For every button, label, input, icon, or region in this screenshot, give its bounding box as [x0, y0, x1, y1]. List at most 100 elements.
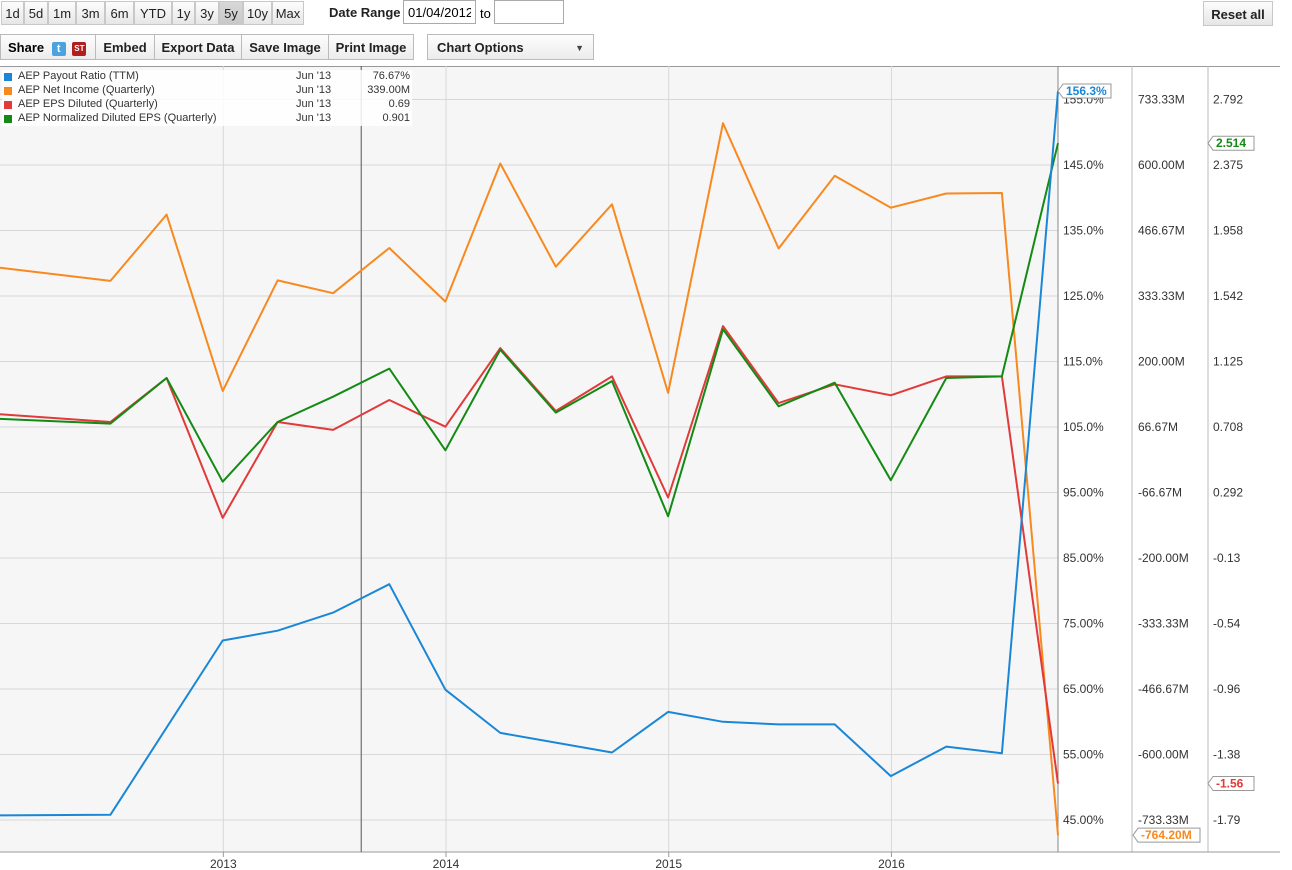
- legend-value: 339.00M: [367, 84, 410, 96]
- y-tick-label-percent: 85.00%: [1063, 551, 1104, 565]
- period-button-max[interactable]: Max: [272, 1, 304, 25]
- y-tick-label-eps: 1.958: [1213, 224, 1243, 238]
- y-tick-label-percent: 125.0%: [1063, 289, 1104, 303]
- series-line-1: [0, 122, 1059, 836]
- y-tick-label-net-income: 733.33M: [1138, 93, 1185, 107]
- date-range-label: Date Range: [329, 5, 401, 20]
- last-value-badge: [1207, 775, 1255, 791]
- y-tick-label-percent: 145.0%: [1063, 158, 1104, 172]
- y-tick-label-eps: 0.708: [1213, 420, 1243, 434]
- legend-value: 0.69: [388, 98, 410, 110]
- embed-button[interactable]: Embed: [95, 34, 155, 60]
- x-tick-label: 2014: [433, 857, 460, 870]
- legend-value: 0.901: [382, 112, 410, 124]
- last-value-badge: [1132, 827, 1201, 843]
- y-tick-label-net-income: -600.00M: [1138, 748, 1189, 762]
- legend-date: Jun '13: [296, 84, 332, 96]
- period-button-5y[interactable]: 5y: [219, 1, 243, 25]
- legend-name: AEP Normalized Diluted EPS (Quarterly): [18, 112, 217, 124]
- y-tick-label-percent: 105.0%: [1063, 420, 1104, 434]
- legend-name: AEP EPS Diluted (Quarterly): [18, 98, 158, 110]
- chart-legend: AEP Payout Ratio (TTM) Jun '13 76.67% AEP N…: [2, 70, 412, 126]
- y-tick-label-percent: 65.00%: [1063, 682, 1104, 696]
- y-tick-label-eps: 1.542: [1213, 289, 1243, 303]
- legend-swatch: [4, 101, 12, 109]
- last-value-label: -1.56: [1216, 776, 1244, 790]
- last-value-label: -764.20M: [1141, 828, 1192, 842]
- y-tick-label-eps: 2.375: [1213, 158, 1243, 172]
- legend-item: AEP EPS Diluted (Quarterly) Jun '13 0.69: [2, 98, 412, 112]
- save-image-button[interactable]: Save Image: [241, 34, 329, 60]
- period-button-1y[interactable]: 1y: [172, 1, 195, 25]
- legend-name: AEP Net Income (Quarterly): [18, 84, 155, 96]
- chart[interactable]: 155.0%145.0%135.0%125.0%115.0%105.0%95.0…: [0, 66, 1292, 870]
- last-value-label: 2.514: [1216, 136, 1246, 150]
- y-tick-label-eps: -1.79: [1213, 813, 1241, 827]
- date-from-input[interactable]: [403, 0, 476, 24]
- last-value-badge: [1207, 135, 1255, 151]
- to-label: to: [480, 6, 491, 21]
- period-button-5d[interactable]: 5d: [24, 1, 48, 25]
- y-tick-label-eps: 2.792: [1213, 93, 1243, 107]
- y-tick-label-eps: -0.96: [1213, 682, 1241, 696]
- y-tick-label-net-income: 333.33M: [1138, 289, 1185, 303]
- legend-date: Jun '13: [296, 112, 332, 124]
- legend-value: 76.67%: [372, 70, 410, 82]
- legend-date: Jun '13: [296, 70, 332, 82]
- legend-item: AEP Normalized Diluted EPS (Quarterly) Ju…: [2, 112, 412, 126]
- legend-name: AEP Payout Ratio (TTM): [18, 70, 139, 82]
- period-button-6m[interactable]: 6m: [105, 1, 134, 25]
- plot-background: [0, 66, 1058, 852]
- x-tick-label: 2016: [878, 857, 905, 870]
- y-tick-label-net-income: -733.33M: [1138, 813, 1189, 827]
- period-button-ytd[interactable]: YTD: [134, 1, 172, 25]
- legend-swatch: [4, 73, 12, 81]
- period-button-1d[interactable]: 1d: [1, 1, 24, 25]
- print-image-button[interactable]: Print Image: [328, 34, 414, 60]
- y-tick-label-net-income: -333.33M: [1138, 617, 1189, 631]
- last-value-badge: [1057, 83, 1112, 99]
- chevron-down-icon: ▼: [575, 43, 584, 53]
- y-tick-label-net-income: 466.67M: [1138, 224, 1185, 238]
- y-tick-label-percent: 75.00%: [1063, 617, 1104, 631]
- period-button-3y[interactable]: 3y: [195, 1, 219, 25]
- series-line-0: [0, 90, 1059, 817]
- share-group: Share t ST: [0, 34, 96, 60]
- y-tick-label-eps: -1.38: [1213, 748, 1241, 762]
- reset-all-button[interactable]: Reset all: [1203, 1, 1273, 26]
- legend-swatch: [4, 87, 12, 95]
- legend-item: AEP Payout Ratio (TTM) Jun '13 76.67%: [2, 70, 412, 84]
- y-tick-label-net-income: -200.00M: [1138, 551, 1189, 565]
- y-tick-label-net-income: 200.00M: [1138, 355, 1185, 369]
- y-tick-label-net-income: 66.67M: [1138, 420, 1178, 434]
- chart-options-dropdown[interactable]: Chart Options ▼: [427, 34, 594, 60]
- legend-date: Jun '13: [296, 98, 332, 110]
- legend-item: AEP Net Income (Quarterly) Jun '13 339.00M: [2, 84, 412, 98]
- export-data-button[interactable]: Export Data: [154, 34, 242, 60]
- series-line-2: [0, 325, 1059, 784]
- period-button-10y[interactable]: 10y: [243, 1, 272, 25]
- y-tick-label-eps: 0.292: [1213, 486, 1243, 500]
- y-tick-label-percent: 135.0%: [1063, 224, 1104, 238]
- y-tick-label-percent: 95.00%: [1063, 486, 1104, 500]
- period-button-3m[interactable]: 3m: [76, 1, 105, 25]
- y-tick-label-percent: 55.00%: [1063, 748, 1104, 762]
- legend-swatch: [4, 115, 12, 123]
- series-line-3: [0, 142, 1059, 518]
- y-tick-label-net-income: -466.67M: [1138, 682, 1189, 696]
- y-tick-label-percent: 115.0%: [1063, 355, 1103, 369]
- x-tick-label: 2015: [655, 857, 682, 870]
- share-label: Share: [8, 40, 45, 55]
- y-tick-label-eps: 1.125: [1213, 355, 1243, 369]
- last-value-label: 156.3%: [1066, 84, 1107, 98]
- period-button-1m[interactable]: 1m: [48, 1, 76, 25]
- stocktwits-icon[interactable]: ST: [72, 41, 87, 56]
- date-to-input[interactable]: [494, 0, 564, 24]
- y-tick-label-net-income: -66.67M: [1138, 486, 1182, 500]
- y-tick-label-eps: -0.54: [1213, 617, 1241, 631]
- y-tick-label-net-income: 600.00M: [1138, 158, 1185, 172]
- x-tick-label: 2013: [210, 857, 237, 870]
- y-tick-label-eps: -0.13: [1213, 551, 1241, 565]
- twitter-icon[interactable]: t: [51, 41, 66, 56]
- y-tick-label-percent: 45.00%: [1063, 813, 1104, 827]
